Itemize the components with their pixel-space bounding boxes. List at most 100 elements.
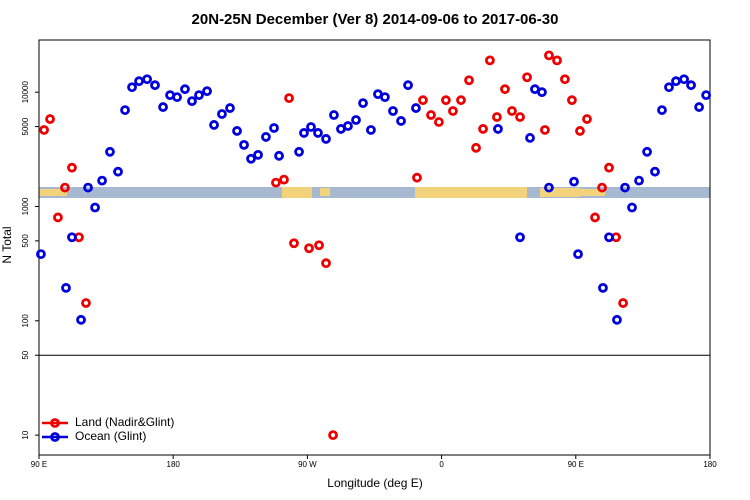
point bbox=[67, 232, 77, 243]
x-tick-label: 180 bbox=[703, 460, 717, 469]
point bbox=[604, 232, 614, 243]
point bbox=[83, 182, 93, 193]
point bbox=[39, 125, 49, 135]
point bbox=[618, 298, 628, 308]
point bbox=[560, 74, 570, 85]
point bbox=[441, 95, 451, 106]
point bbox=[81, 298, 91, 308]
point bbox=[412, 172, 422, 183]
point bbox=[544, 50, 554, 61]
point bbox=[36, 249, 46, 260]
point bbox=[209, 120, 219, 130]
point bbox=[142, 74, 153, 85]
point bbox=[271, 177, 281, 188]
point bbox=[598, 283, 608, 293]
point bbox=[540, 125, 550, 135]
point bbox=[351, 115, 361, 125]
point bbox=[180, 84, 190, 95]
y-tick-label: 100 bbox=[21, 314, 30, 328]
point bbox=[464, 75, 474, 86]
point bbox=[485, 55, 495, 66]
point bbox=[321, 258, 331, 269]
point bbox=[299, 128, 309, 138]
point bbox=[471, 142, 481, 153]
point bbox=[194, 90, 204, 101]
point bbox=[321, 134, 331, 144]
point bbox=[90, 202, 100, 213]
point bbox=[284, 93, 294, 104]
point bbox=[426, 110, 436, 120]
point bbox=[701, 90, 712, 101]
point bbox=[493, 124, 503, 134]
point bbox=[45, 114, 55, 124]
chart-title: 20N-25N December (Ver 8) 2014-09-06 to 2… bbox=[192, 11, 559, 28]
point bbox=[172, 92, 182, 103]
point bbox=[604, 162, 614, 173]
x-tick-label: 90 E bbox=[568, 460, 584, 469]
point bbox=[575, 126, 585, 136]
point bbox=[597, 182, 607, 193]
point bbox=[150, 80, 160, 91]
point bbox=[246, 153, 256, 164]
point bbox=[366, 125, 376, 135]
point bbox=[492, 112, 502, 122]
point bbox=[313, 128, 323, 138]
point bbox=[343, 121, 353, 131]
point bbox=[573, 249, 583, 260]
point bbox=[328, 430, 338, 441]
point bbox=[53, 212, 63, 223]
legend-label: Ocean (Glint) bbox=[75, 429, 146, 443]
point bbox=[358, 98, 368, 109]
point bbox=[239, 139, 249, 150]
point bbox=[60, 182, 70, 193]
point bbox=[253, 149, 263, 160]
x-axis-label: Longitude (deg E) bbox=[327, 476, 422, 490]
y-tick-label: 5000 bbox=[21, 117, 30, 135]
point bbox=[515, 112, 525, 122]
point bbox=[261, 132, 271, 142]
point bbox=[634, 175, 644, 186]
point bbox=[304, 243, 314, 254]
plot-frame bbox=[38, 39, 711, 456]
point bbox=[403, 80, 413, 91]
point bbox=[217, 109, 227, 119]
point bbox=[569, 176, 579, 187]
point bbox=[329, 110, 339, 120]
point bbox=[522, 72, 532, 83]
point bbox=[105, 146, 115, 157]
point bbox=[314, 240, 324, 251]
point bbox=[507, 106, 517, 116]
point bbox=[515, 232, 525, 243]
point bbox=[612, 314, 622, 325]
point bbox=[274, 150, 284, 161]
x-tick-label: 0 bbox=[439, 460, 444, 469]
point bbox=[686, 80, 696, 91]
point bbox=[544, 182, 554, 193]
point bbox=[418, 95, 428, 106]
point bbox=[232, 126, 242, 136]
point bbox=[537, 87, 547, 98]
y-tick-label: 10 bbox=[21, 430, 30, 439]
point bbox=[380, 92, 390, 103]
point bbox=[552, 55, 562, 66]
point bbox=[134, 76, 144, 87]
point bbox=[269, 123, 279, 133]
point bbox=[61, 283, 71, 293]
point bbox=[582, 114, 592, 124]
point bbox=[478, 124, 488, 134]
point bbox=[620, 182, 630, 193]
point bbox=[657, 105, 667, 115]
point bbox=[294, 146, 304, 157]
point bbox=[434, 117, 444, 127]
point bbox=[679, 74, 689, 85]
point bbox=[642, 146, 652, 157]
point bbox=[97, 175, 107, 186]
x-tick-label: 90 E bbox=[31, 460, 47, 469]
point bbox=[448, 106, 458, 116]
point bbox=[567, 95, 577, 106]
point bbox=[671, 76, 681, 87]
point bbox=[187, 96, 197, 107]
x-tick-label: 180 bbox=[167, 460, 181, 469]
legend-marker bbox=[50, 418, 60, 428]
